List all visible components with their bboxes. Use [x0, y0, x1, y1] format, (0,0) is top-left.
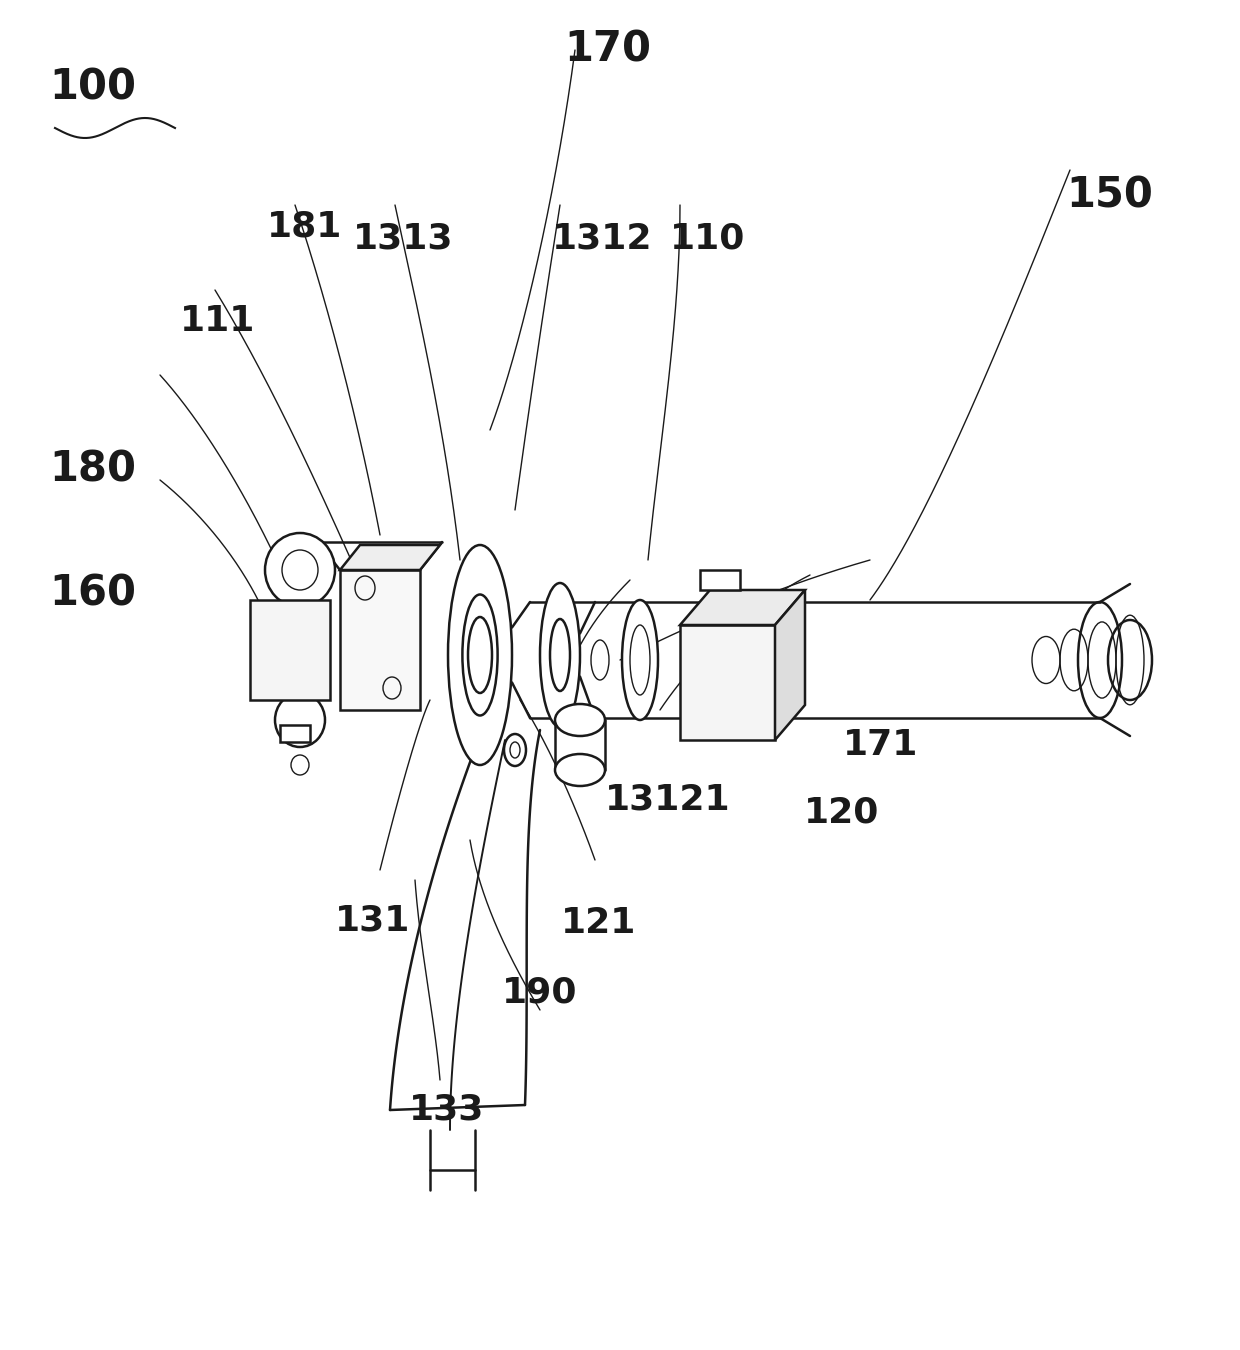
Polygon shape: [340, 545, 440, 570]
Text: 121: 121: [560, 906, 636, 941]
Text: 1313: 1313: [353, 221, 454, 256]
Text: 100: 100: [50, 66, 136, 109]
Polygon shape: [775, 590, 805, 740]
Text: 181: 181: [267, 209, 342, 244]
Polygon shape: [680, 590, 805, 625]
Text: 1312: 1312: [552, 221, 652, 256]
Ellipse shape: [556, 755, 605, 786]
Text: 170: 170: [564, 28, 651, 72]
Polygon shape: [250, 599, 330, 701]
Ellipse shape: [448, 545, 512, 765]
Text: 190: 190: [502, 975, 578, 1010]
Polygon shape: [280, 725, 310, 743]
Ellipse shape: [503, 734, 526, 765]
Text: 110: 110: [670, 221, 745, 256]
Polygon shape: [340, 570, 420, 710]
Ellipse shape: [275, 693, 325, 747]
Ellipse shape: [556, 703, 605, 736]
Text: 180: 180: [50, 448, 136, 491]
Text: 133: 133: [409, 1092, 485, 1127]
Text: 150: 150: [1066, 174, 1153, 217]
Ellipse shape: [622, 599, 658, 720]
Ellipse shape: [265, 533, 335, 608]
Ellipse shape: [463, 594, 497, 716]
Polygon shape: [680, 625, 775, 740]
Ellipse shape: [539, 583, 580, 728]
Text: 171: 171: [843, 728, 919, 763]
Text: 111: 111: [180, 304, 255, 339]
Polygon shape: [701, 570, 740, 590]
Text: 160: 160: [50, 572, 136, 616]
Text: 131: 131: [335, 903, 410, 938]
Text: 13121: 13121: [605, 782, 730, 817]
Text: 120: 120: [804, 795, 879, 830]
